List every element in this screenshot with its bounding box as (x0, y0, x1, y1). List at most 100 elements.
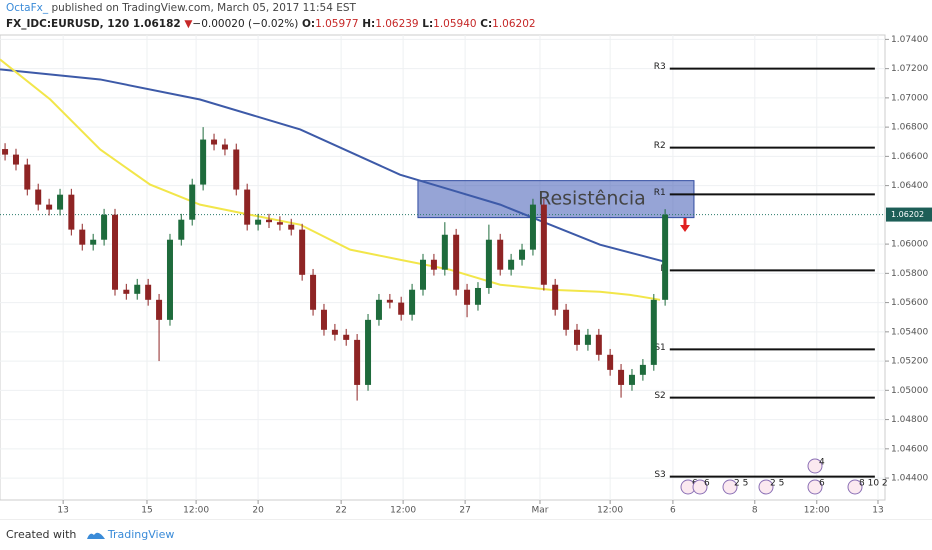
pivot-label: S1 (654, 343, 665, 353)
y-tick-label: 1.04600 (891, 444, 928, 454)
candle-body (123, 289, 130, 294)
candle-body (343, 334, 350, 340)
y-tick-label: 1.06600 (891, 152, 928, 162)
candle-body (552, 284, 559, 310)
published: published on TradingView.com, March 05, … (51, 2, 356, 14)
x-tick-label: 13 (57, 506, 68, 516)
x-tick-label: 6 (670, 506, 676, 516)
y-tick-label: 1.05000 (891, 386, 928, 396)
candle-body (375, 299, 382, 320)
author[interactable]: OctaFx_ (6, 2, 49, 14)
price: 1.06182 (132, 18, 181, 30)
candle-body (398, 302, 405, 315)
event-label: 4 (819, 458, 825, 468)
candle-body (244, 189, 251, 225)
created-with: Created with (6, 528, 77, 541)
y-tick-label: 1.04400 (891, 474, 928, 484)
candle-body (508, 259, 515, 270)
candle-body (145, 284, 152, 300)
x-tick-label: 12:00 (183, 506, 209, 516)
candle-body (320, 309, 327, 330)
x-tick-label: 27 (459, 506, 470, 516)
pivot-label: R2 (654, 141, 666, 151)
y-tick-label: 1.07200 (891, 64, 928, 74)
candle-body (584, 334, 591, 345)
x-tick-label: 13 (872, 506, 883, 516)
candle-body (255, 219, 262, 225)
candle-body (331, 329, 338, 335)
candle-body (639, 364, 646, 375)
event-badge[interactable] (807, 479, 823, 495)
candle-body (607, 354, 614, 370)
candle-body (354, 339, 361, 385)
candle-body (441, 234, 448, 270)
candle-body (46, 204, 53, 210)
event-badge[interactable] (722, 479, 738, 495)
last-price-label: 1.06202 (891, 210, 924, 219)
arrow: ▼ (184, 18, 193, 30)
candle-body (420, 259, 427, 290)
y-tick-label: 1.05800 (891, 269, 928, 279)
event-badge[interactable] (692, 479, 708, 495)
moving-average (0, 58, 661, 301)
ohlc-o-value: 1.05977 (315, 18, 359, 30)
x-tick-label: 12:00 (597, 506, 623, 516)
candle-body (12, 154, 19, 165)
candle-body (519, 249, 526, 260)
candle-body (112, 214, 119, 290)
candle-body (233, 149, 240, 190)
pivot-label: S3 (654, 470, 665, 480)
y-tick-label: 1.06800 (891, 123, 928, 133)
y-tick-label: 1.04800 (891, 415, 928, 425)
y-tick-label: 1.05600 (891, 298, 928, 308)
event-badge[interactable] (758, 479, 774, 495)
candle-body (166, 239, 173, 320)
candle-body (662, 214, 669, 300)
candle-body (453, 234, 460, 290)
candle-body (409, 289, 416, 315)
candle-body (299, 229, 306, 275)
candle-body (529, 204, 536, 250)
candle-body (574, 329, 581, 345)
candle-body (200, 139, 207, 185)
candle-body (134, 284, 141, 294)
resistance-label: Resistência (538, 188, 646, 210)
candle-body (464, 289, 471, 305)
candle-body (485, 239, 492, 288)
candle-body (474, 287, 481, 305)
moving-average (0, 68, 666, 263)
event-label: 8 10 2 (859, 479, 888, 489)
footer: Created with TradingView (0, 520, 932, 550)
brand[interactable]: TradingView (107, 528, 175, 541)
pivot-label: R3 (654, 62, 666, 72)
candle-body (386, 299, 393, 303)
ohlc-c: C: (480, 18, 493, 30)
candle-body (497, 239, 504, 270)
pivot-label: S2 (654, 391, 665, 401)
candle-body (563, 309, 570, 330)
candle-body (57, 194, 64, 210)
x-tick-label: 15 (141, 506, 152, 516)
event-badge[interactable] (807, 458, 823, 474)
event-label: 2 5 (770, 479, 784, 489)
event-label: 6 (704, 479, 710, 489)
x-tick-label: 12:00 (390, 506, 416, 516)
candle-body (189, 184, 196, 220)
candle-body (540, 204, 547, 285)
candle-body (35, 189, 42, 205)
y-tick-label: 1.06000 (891, 240, 928, 250)
candle-body (90, 239, 97, 245)
x-tick-label: 20 (252, 506, 264, 516)
brand-logo (86, 532, 105, 539)
y-tick-label: 1.07400 (891, 35, 928, 45)
header: OctaFx_ published on TradingView.com, Ma… (6, 0, 536, 32)
candle-body (650, 299, 657, 365)
last-price-box (886, 207, 932, 222)
y-tick-label: 1.05400 (891, 327, 928, 337)
y-tick-label: 1.07000 (891, 93, 928, 103)
event-badge[interactable] (847, 479, 863, 495)
pivot-label: R1 (654, 188, 666, 198)
publish-row: OctaFx_ published on TradingView.com, Ma… (6, 0, 536, 16)
candle-body (288, 224, 295, 230)
